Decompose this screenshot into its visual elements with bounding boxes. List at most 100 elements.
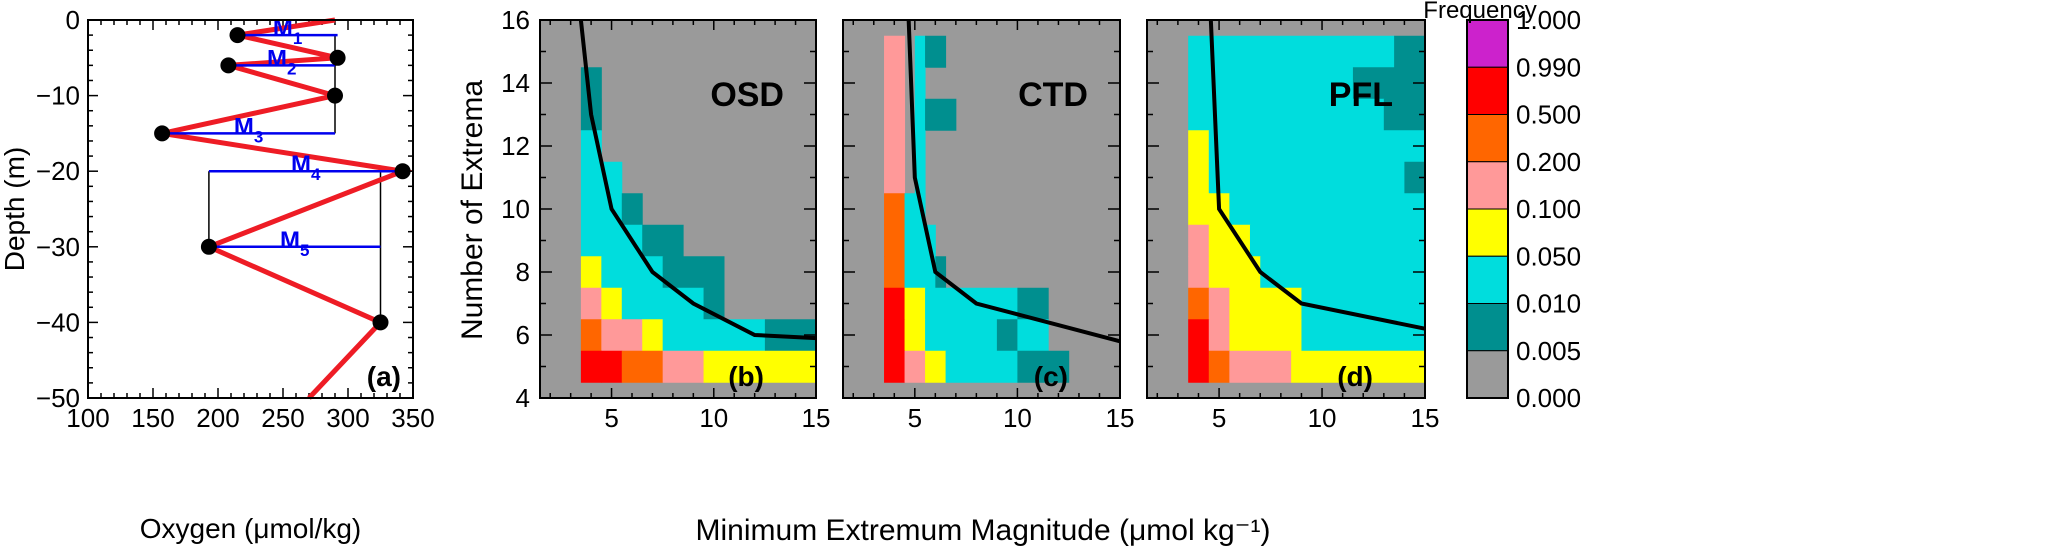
x-tick-label: 200 xyxy=(196,403,239,433)
heatmap-cell xyxy=(914,35,926,68)
heatmap-cell xyxy=(1208,350,1230,383)
heatmap-cell xyxy=(884,224,906,257)
x-axis-label: Oxygen (μmol/kg) xyxy=(140,513,362,544)
magnitude-label: M3 xyxy=(234,113,263,146)
shared-x-axis-label: Minimum Extremum Magnitude (μmol kg⁻¹) xyxy=(696,514,1271,547)
heatmap-cell xyxy=(662,256,725,289)
heatmap-cell xyxy=(904,256,936,289)
heatmap-cell xyxy=(904,287,926,320)
threshold-curve xyxy=(578,19,817,341)
magnitude-label: M4 xyxy=(291,151,321,184)
colorbar-swatch xyxy=(1466,66,1509,115)
heatmap-cell xyxy=(1208,287,1230,320)
colorbar-swatch xyxy=(1466,208,1509,257)
panel-label: (a) xyxy=(367,361,401,392)
heatmap-cell xyxy=(1229,193,1426,226)
colorbar-tick-label: 0.010 xyxy=(1516,289,1581,319)
heatmap-cell xyxy=(914,130,926,163)
heatmap-cell xyxy=(1188,224,1210,257)
x-tick-label: 100 xyxy=(66,403,109,433)
threshold-curve xyxy=(906,19,1121,344)
x-tick-label: 15 xyxy=(802,403,831,433)
heatmap-cell xyxy=(1229,319,1302,352)
x-tick-label: 250 xyxy=(261,403,304,433)
heatmap-cell xyxy=(621,350,664,383)
x-tick-label: 5 xyxy=(604,403,618,433)
extremum-point xyxy=(372,314,389,331)
heatmap-cell xyxy=(884,161,906,194)
colorbar-tick-label: 0.000 xyxy=(1516,383,1581,413)
heatmap-cell xyxy=(925,35,947,68)
y-tick-label: 4 xyxy=(516,383,530,413)
x-tick-label: 10 xyxy=(1308,403,1337,433)
heatmap-cell xyxy=(1291,350,1426,383)
x-tick-label: 10 xyxy=(699,403,728,433)
colorbar-swatch xyxy=(1466,350,1509,399)
colorbar-tick-label: 0.200 xyxy=(1516,147,1581,177)
x-tick-label: 5 xyxy=(908,403,922,433)
heatmap-cell xyxy=(1352,98,1385,131)
extremum-point xyxy=(229,27,246,44)
plot-frame xyxy=(87,19,414,399)
colorbar-tick-label: 0.005 xyxy=(1516,336,1581,366)
magnitude-label: M2 xyxy=(267,45,296,78)
extremum-point xyxy=(329,49,346,66)
panel-label: (d) xyxy=(1337,361,1373,392)
heatmap-cell xyxy=(1352,35,1395,68)
colorbar-swatch xyxy=(1466,114,1509,163)
heatmap-cell xyxy=(884,130,906,163)
colorbar-swatch xyxy=(1466,255,1509,304)
x-tick-label: 350 xyxy=(391,403,434,433)
extremum-point xyxy=(154,125,171,142)
heatmap-cell xyxy=(601,319,643,352)
y-tick-label: −50 xyxy=(36,383,80,413)
heatmap-cell xyxy=(904,319,926,352)
heatmap-cell xyxy=(642,319,664,352)
heatmap-cell xyxy=(1188,350,1210,383)
heatmap-cell xyxy=(1260,256,1426,289)
y-tick-label: 10 xyxy=(501,194,530,224)
plot-frame xyxy=(539,19,817,399)
y-tick-label: 0 xyxy=(66,5,80,35)
heatmap-cell xyxy=(580,256,602,289)
heatmap-cell xyxy=(884,319,906,352)
x-tick-label: 15 xyxy=(1411,403,1440,433)
heatmap-cell xyxy=(996,319,1018,352)
heatmap-cell xyxy=(1188,319,1210,352)
heatmap-cell xyxy=(914,98,926,131)
colorbar-tick-label: 0.990 xyxy=(1516,52,1581,82)
ctd-heatmap-panel: 5 10 15 CTD (c) xyxy=(842,19,1134,433)
frequency-colorbar: 1.000 0.990 0.500 0.200 0.100 0.050 0.010 0.005… xyxy=(1423,0,1581,413)
colorbar-tick-label: 0.100 xyxy=(1516,194,1581,224)
heatmap-cell xyxy=(580,287,602,320)
magnitude-label: M1 xyxy=(273,15,302,48)
heatmap-cell xyxy=(884,287,906,320)
heatmap-cell xyxy=(580,319,602,352)
y-tick-label: 6 xyxy=(516,320,530,350)
heatmap-cell xyxy=(1188,130,1210,163)
heatmap-cell xyxy=(703,350,817,383)
panel-label: (b) xyxy=(728,361,764,392)
heatmap-cell xyxy=(1383,98,1426,131)
heatmap-cell xyxy=(621,193,643,226)
heatmap-cell xyxy=(884,98,906,131)
y-tick-label: −30 xyxy=(36,232,80,262)
osd-heatmap-panel: 5 10 15 4 6 8 10 12 14 16 OSD (b) xyxy=(501,5,830,433)
heatmap-cell xyxy=(884,193,906,226)
colorbar-swatch xyxy=(1466,19,1509,68)
colorbar-tick-label: 0.050 xyxy=(1516,241,1581,271)
heatmap-cell xyxy=(1188,35,1354,68)
heatmap-cell xyxy=(1208,224,1230,257)
heatmap-cell xyxy=(642,224,684,257)
heatmap-cell xyxy=(580,67,602,100)
pfl-heatmap-panel: 5 10 15 PFL (d) xyxy=(1146,19,1440,433)
heatmap-cell xyxy=(1188,256,1210,289)
heatmap-cell xyxy=(662,350,705,383)
heatmap-cell xyxy=(884,35,906,68)
colorbar-swatch xyxy=(1466,303,1509,352)
extremum-point xyxy=(394,163,411,180)
colorbar-tick-label: 1.000 xyxy=(1516,5,1581,35)
colorbar-swatch xyxy=(1466,161,1509,210)
